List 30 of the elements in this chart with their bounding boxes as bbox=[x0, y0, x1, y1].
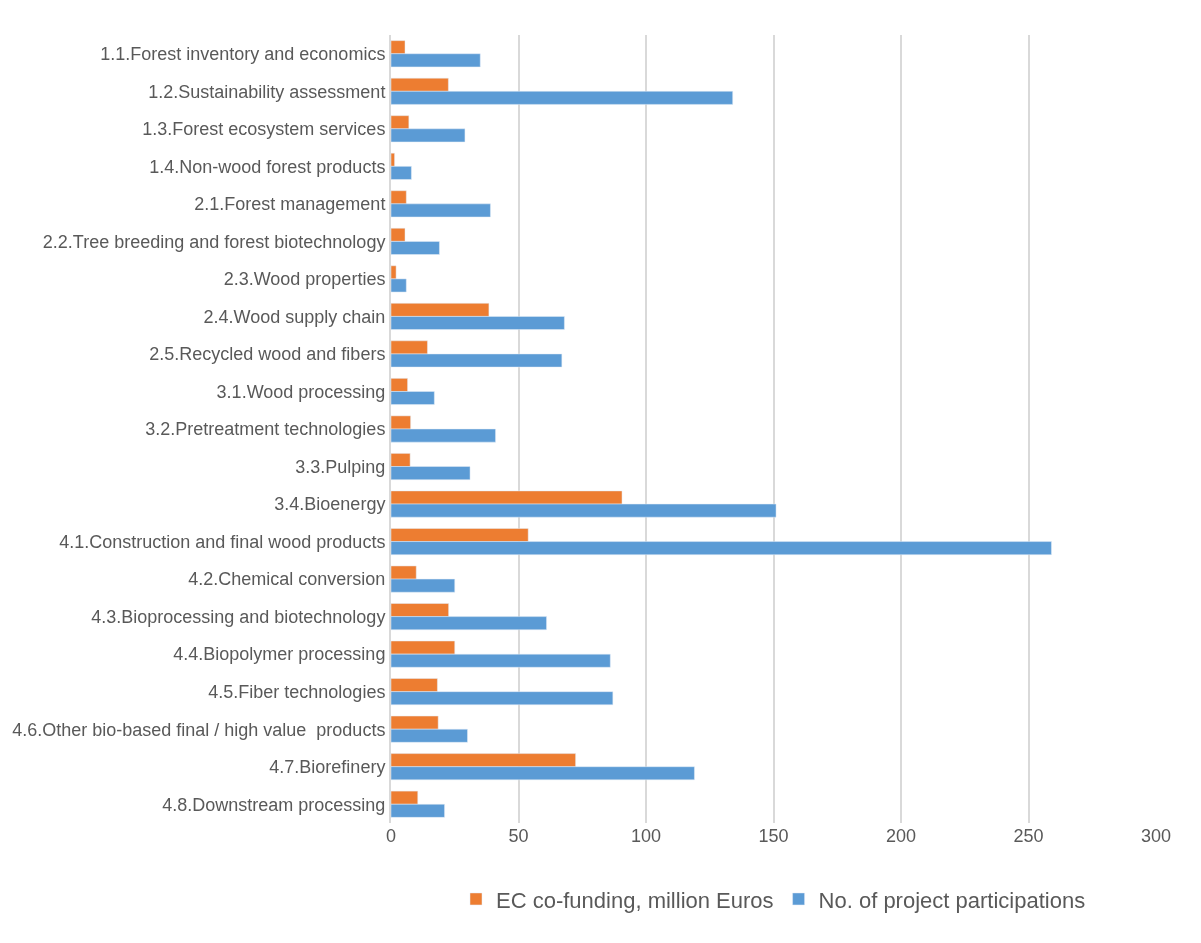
y-tick-label: 2.2.Tree breeding and forest biotechnology bbox=[42, 231, 386, 252]
x-tick-label: 0 bbox=[385, 826, 397, 846]
x-tick-label: 250 bbox=[1013, 826, 1044, 846]
legend-label: No. of project participations bbox=[818, 887, 1086, 913]
x-tick-label: 50 bbox=[508, 826, 529, 846]
y-tick-label: 1.3.Forest ecosystem services bbox=[142, 119, 386, 140]
y-tick-label: 2.3.Wood properties bbox=[223, 269, 386, 290]
y-tick-label: 2.1.Forest management bbox=[194, 194, 386, 215]
y-tick-label: 4.7.Biorefinery bbox=[269, 757, 386, 778]
y-tick-label: 4.1.Construction and final wood products bbox=[59, 531, 386, 552]
y-tick-label: 3.3.Pulping bbox=[295, 456, 386, 477]
x-tick-label: 200 bbox=[885, 826, 917, 846]
x-tick-label: 150 bbox=[758, 826, 789, 846]
y-tick-label: 4.2.Chemical conversion bbox=[188, 569, 386, 590]
y-tick-label: 3.2.Pretreatment technologies bbox=[145, 419, 386, 440]
y-tick-label: 1.2.Sustainability assessment bbox=[148, 81, 386, 102]
y-tick-label: 3.4.Bioenergy bbox=[274, 494, 386, 515]
y-tick-label: 4.4.Biopolymer processing bbox=[173, 644, 386, 665]
x-tick-label: 100 bbox=[630, 826, 662, 846]
legend-label: EC co-funding, million Euros bbox=[496, 887, 774, 913]
y-tick-label: 2.4.Wood supply chain bbox=[203, 306, 386, 327]
y-tick-label: 1.1.Forest inventory and economics bbox=[100, 44, 386, 65]
y-tick-label: 4.8.Downstream processing bbox=[162, 794, 386, 815]
y-tick-label: 4.6.Other bio-based final / high value products bbox=[12, 719, 386, 740]
y-tick-label: 1.4.Non-wood forest products bbox=[149, 156, 386, 177]
y-tick-label: 3.1.Wood processing bbox=[216, 381, 386, 402]
x-tick-label: 300 bbox=[1140, 826, 1172, 846]
y-tick-label: 4.3.Bioprocessing and biotechnology bbox=[91, 606, 386, 627]
y-tick-label: 2.5.Recycled wood and fibers bbox=[149, 344, 386, 365]
y-tick-label: 4.5.Fiber technologies bbox=[208, 681, 386, 702]
